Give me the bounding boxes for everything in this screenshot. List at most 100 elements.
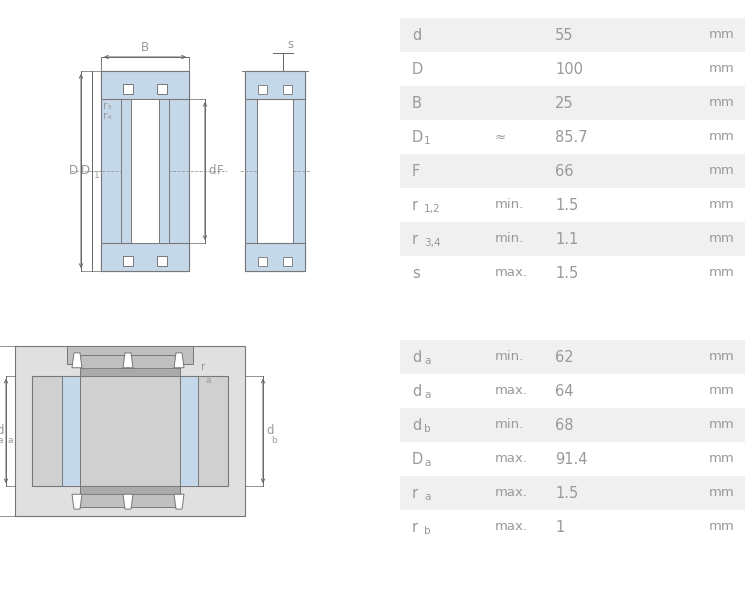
Text: min.: min. <box>495 198 524 212</box>
Polygon shape <box>174 353 184 368</box>
Text: 25: 25 <box>555 96 574 111</box>
Text: 1,2: 1,2 <box>424 204 441 214</box>
Bar <box>80 368 180 376</box>
Text: mm: mm <box>710 63 735 76</box>
Bar <box>157 84 167 94</box>
Text: mm: mm <box>710 266 735 279</box>
Text: mm: mm <box>710 385 735 397</box>
Text: 62: 62 <box>555 350 574 364</box>
Polygon shape <box>72 494 82 509</box>
Bar <box>245 243 305 271</box>
Bar <box>121 99 169 243</box>
Bar <box>400 52 745 86</box>
Bar <box>80 486 180 507</box>
Polygon shape <box>123 353 133 368</box>
Text: D: D <box>412 129 423 144</box>
Bar <box>257 99 293 243</box>
Text: a: a <box>424 458 430 468</box>
Text: max.: max. <box>495 520 528 534</box>
Bar <box>123 256 133 266</box>
Text: mm: mm <box>710 233 735 245</box>
Text: mm: mm <box>710 97 735 109</box>
Text: max.: max. <box>495 486 528 499</box>
Bar <box>15 346 245 516</box>
Text: mm: mm <box>710 28 735 41</box>
Text: r: r <box>183 424 188 434</box>
Bar <box>400 154 745 188</box>
Text: ≈: ≈ <box>495 130 506 144</box>
Text: mm: mm <box>710 486 735 499</box>
Polygon shape <box>72 353 82 368</box>
Text: r₄: r₄ <box>103 111 112 121</box>
Bar <box>400 408 745 442</box>
Text: r₃: r₃ <box>103 101 112 111</box>
Bar <box>283 257 292 266</box>
Text: r: r <box>412 231 419 246</box>
Bar <box>101 71 189 99</box>
Text: 66: 66 <box>555 163 574 178</box>
Text: D: D <box>412 451 423 466</box>
Text: a: a <box>424 492 430 502</box>
Text: D: D <box>81 165 90 177</box>
Text: r: r <box>201 362 206 372</box>
Text: d: d <box>412 383 422 398</box>
Text: B: B <box>412 96 422 111</box>
Text: s: s <box>287 38 293 51</box>
Text: 1.1: 1.1 <box>555 231 578 246</box>
Bar <box>101 243 189 271</box>
Text: mm: mm <box>710 130 735 144</box>
Text: 1: 1 <box>424 136 430 146</box>
Bar <box>400 476 745 510</box>
Text: max.: max. <box>495 385 528 397</box>
Text: F: F <box>217 165 223 177</box>
Bar <box>400 442 745 476</box>
Text: r₂: r₂ <box>170 77 178 87</box>
Text: d: d <box>412 350 422 364</box>
Text: r: r <box>412 198 419 213</box>
Text: max.: max. <box>495 453 528 466</box>
Text: 91.4: 91.4 <box>555 451 587 466</box>
Bar <box>400 188 745 222</box>
Bar <box>400 340 745 374</box>
Text: max.: max. <box>495 266 528 279</box>
Bar <box>400 222 745 256</box>
Text: 1.5: 1.5 <box>555 486 578 501</box>
Text: a: a <box>424 390 430 400</box>
Text: d: d <box>208 165 215 177</box>
Bar <box>400 86 745 120</box>
Bar <box>400 120 745 154</box>
Bar <box>131 99 159 243</box>
Bar <box>62 376 80 486</box>
Text: mm: mm <box>710 418 735 432</box>
Text: a: a <box>424 356 430 366</box>
Text: 1: 1 <box>555 519 564 534</box>
Text: 85.7: 85.7 <box>555 129 588 144</box>
Text: 1.5: 1.5 <box>555 266 578 281</box>
Text: D: D <box>412 61 423 76</box>
Bar <box>67 346 194 364</box>
Text: a: a <box>206 376 212 385</box>
Text: 68: 68 <box>555 418 574 433</box>
Text: F: F <box>412 163 420 178</box>
Text: a: a <box>8 436 14 445</box>
Bar <box>400 256 745 290</box>
Text: d: d <box>412 28 422 43</box>
Bar <box>258 85 267 94</box>
Text: r: r <box>412 486 419 501</box>
Bar <box>123 84 133 94</box>
Text: s: s <box>412 266 420 281</box>
Bar <box>101 71 189 271</box>
Text: r₁: r₁ <box>170 87 178 97</box>
Text: b: b <box>188 430 194 439</box>
Text: a: a <box>0 436 2 445</box>
Bar <box>400 510 745 544</box>
Text: min.: min. <box>495 233 524 245</box>
Text: d: d <box>412 418 422 433</box>
Text: min.: min. <box>495 418 524 432</box>
Text: b: b <box>271 436 277 445</box>
Text: 64: 64 <box>555 383 574 398</box>
Bar <box>245 71 305 271</box>
Text: 100: 100 <box>555 61 583 76</box>
Text: b: b <box>424 424 430 434</box>
Text: B: B <box>141 41 149 54</box>
